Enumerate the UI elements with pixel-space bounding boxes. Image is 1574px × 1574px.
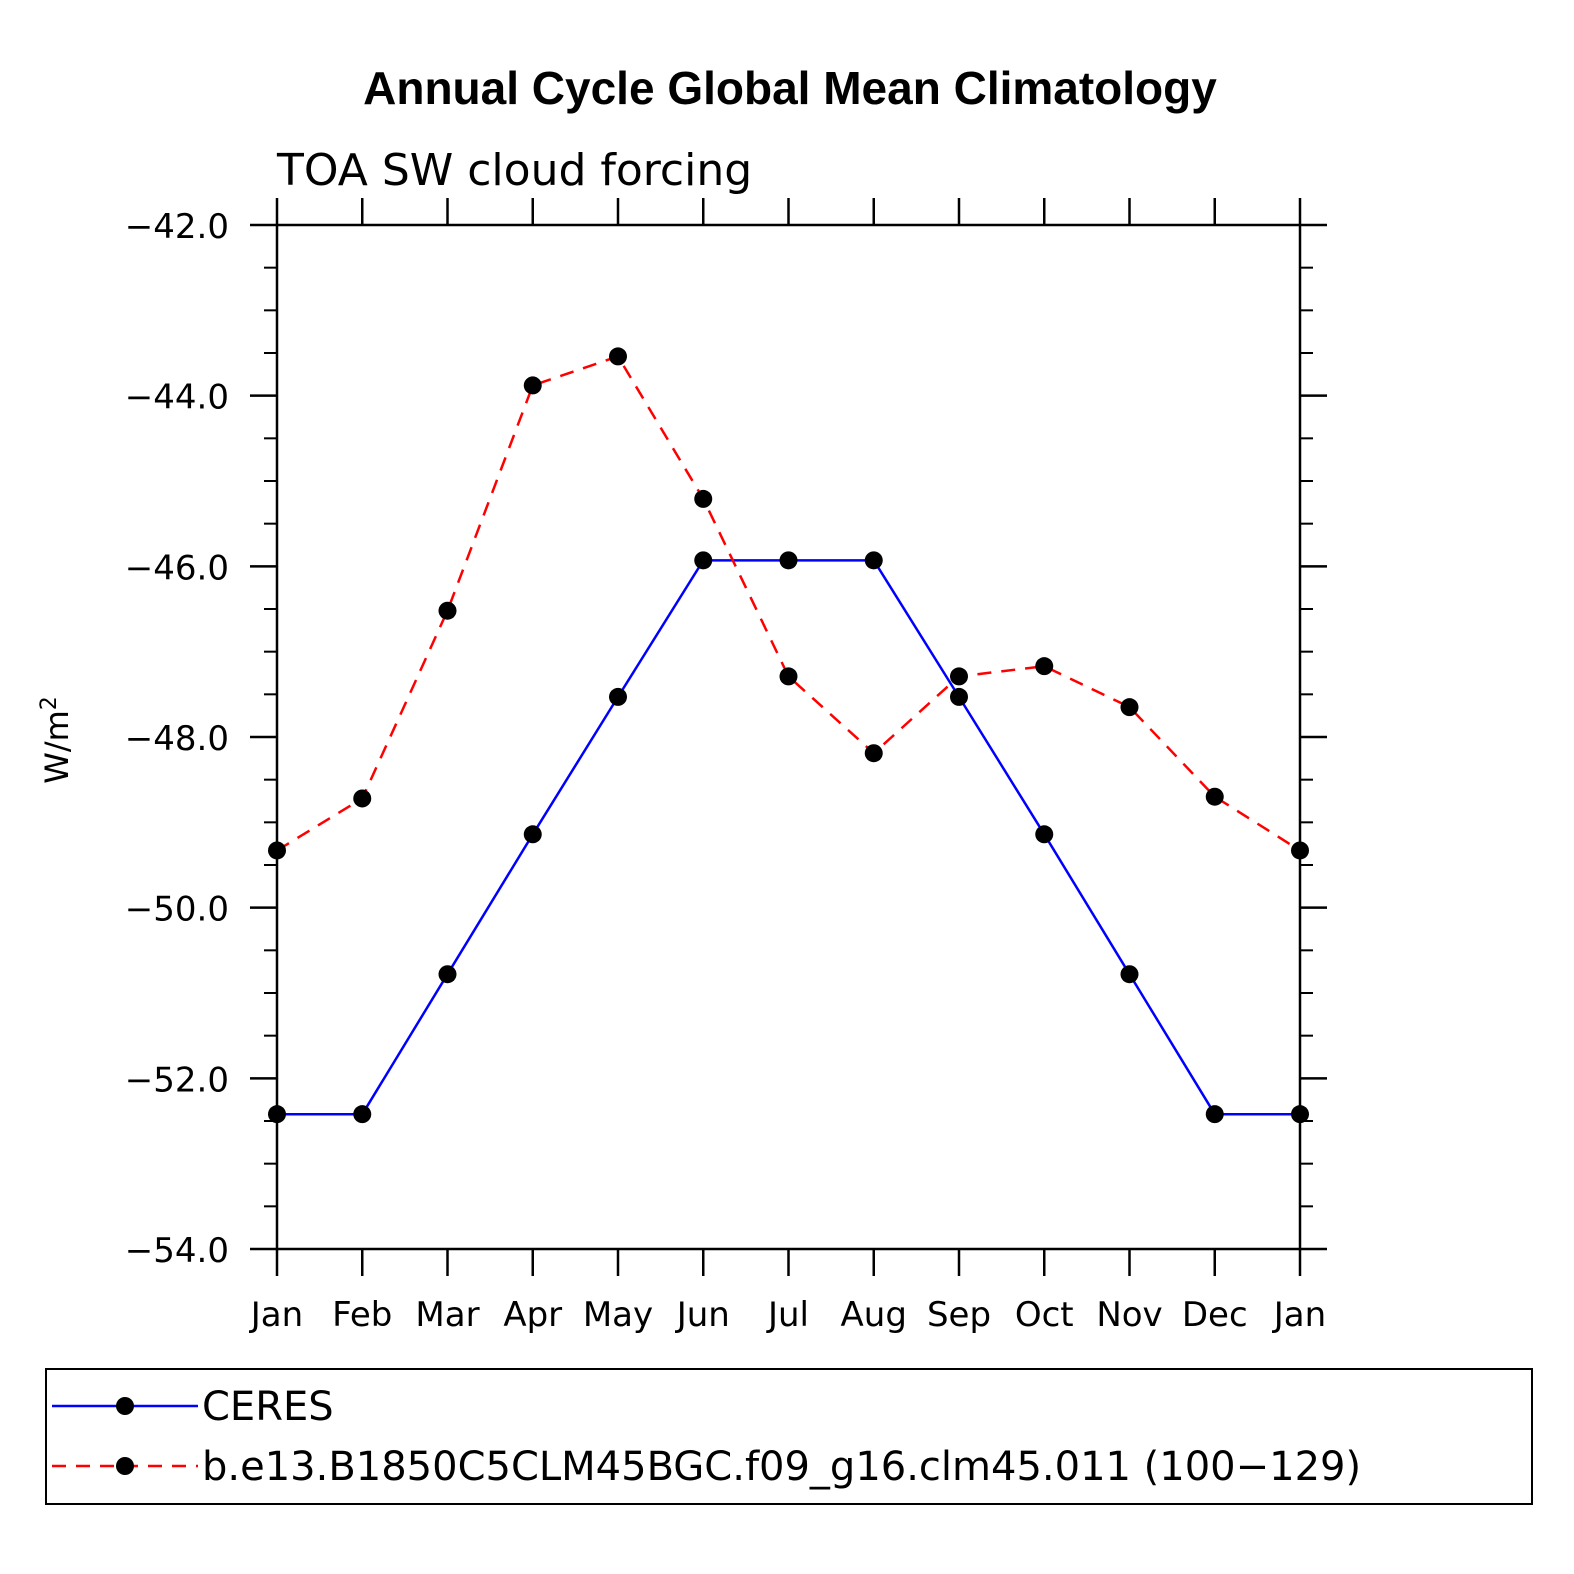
y-axis-label-base: W/m: [38, 710, 76, 784]
data-point-series-0: [1205, 1105, 1224, 1124]
legend-label-model: b.e13.B1850C5CLM45BGC.f09_g16.clm45.011 …: [202, 1444, 1361, 1490]
data-point-series-0: [438, 965, 457, 984]
y-tick-label: −54.0: [125, 1231, 229, 1271]
data-point-series-0: [950, 687, 968, 706]
legend-marker-model: [116, 1457, 134, 1475]
y-tick-label: −46.0: [125, 548, 229, 588]
series-line-0: [277, 559, 1300, 1116]
data-point-series-0: [694, 551, 713, 570]
data-point-series-0: [1120, 965, 1139, 984]
data-point-series-1: [950, 667, 968, 686]
legend-label-ceres: CERES: [202, 1384, 334, 1430]
data-point-series-0: [268, 1105, 286, 1124]
y-axis-label-superscript: 2: [37, 696, 62, 710]
data-point-series-1: [1205, 787, 1224, 806]
x-tick-label: Mar: [415, 1295, 479, 1335]
data-point-series-1: [694, 489, 713, 508]
x-tick-label: Jan: [1272, 1295, 1326, 1335]
y-tick-label: −42.0: [125, 207, 229, 247]
x-tick-label: May: [583, 1295, 653, 1335]
axes: −42.0 −44.0 −46.0 −48.0 −50.0 −52.0 −54.0 Jan Fe…: [125, 198, 1327, 1335]
y-tick-label: −52.0: [125, 1060, 229, 1100]
x-tick-label: Dec: [1182, 1295, 1248, 1335]
y-tick-label: −50.0: [125, 890, 229, 930]
series-line-1: [276, 354, 1301, 852]
data-point-series-0: [779, 551, 798, 570]
x-tick-label: Apr: [503, 1295, 562, 1335]
data-point-series-1: [864, 744, 883, 763]
x-tick-label: Feb: [332, 1295, 392, 1335]
chart-subtitle: TOA SW cloud forcing: [276, 145, 752, 196]
x-tick-label: Sep: [927, 1295, 991, 1335]
data-point-series-1: [353, 789, 372, 808]
legend: CERES b.e13.B1850C5CLM45BGC.f09_g16.clm4…: [45, 1368, 1533, 1505]
chart-title: Annual Cycle Global Mean Climatology: [363, 62, 1217, 114]
data-point-series-0: [1291, 1105, 1309, 1124]
legend-box: [45, 1368, 1533, 1505]
data-point-series-1: [779, 667, 798, 686]
data-point-series-0: [353, 1105, 372, 1124]
data-point-series-1: [523, 376, 542, 395]
data-point-series-1: [1291, 841, 1309, 860]
data-point-series-0: [609, 687, 627, 706]
data-point-series-1: [609, 347, 627, 366]
series-layer: [268, 347, 1309, 1124]
x-tick-label: Jun: [675, 1295, 730, 1335]
y-tick-label: −48.0: [125, 719, 229, 759]
legend-marker-ceres: [116, 1397, 134, 1415]
x-tick-label: Aug: [841, 1295, 907, 1335]
x-tick-label: Jul: [766, 1295, 809, 1335]
data-point-series-1: [268, 841, 286, 860]
data-point-series-1: [1035, 657, 1054, 676]
x-tick-label: Nov: [1096, 1295, 1162, 1335]
data-point-series-1: [438, 601, 457, 620]
plot-frame: [275, 223, 1302, 1251]
y-axis-label: W/m2: [37, 696, 76, 784]
data-point-series-0: [1035, 825, 1054, 844]
x-tick-label: Oct: [1015, 1295, 1074, 1335]
x-tick-label: Jan: [249, 1295, 303, 1335]
data-point-series-0: [523, 825, 542, 844]
data-point-series-0: [864, 551, 883, 570]
y-tick-label: −44.0: [125, 378, 229, 418]
data-point-series-1: [1120, 698, 1139, 717]
